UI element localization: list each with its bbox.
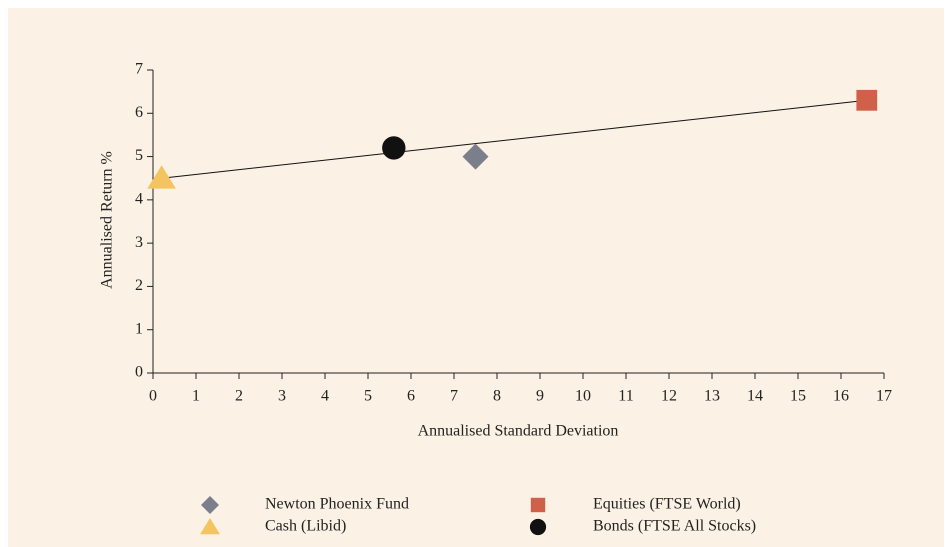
x-tick-label: 1 (192, 388, 200, 405)
x-tick-label: 17 (876, 388, 892, 405)
chart-background (8, 8, 944, 547)
y-tick-label: 3 (135, 234, 143, 251)
x-tick-label: 5 (364, 388, 372, 405)
x-tick-label: 10 (575, 388, 591, 405)
x-axis-title: Annualised Standard Deviation (418, 423, 619, 440)
legend-label: Newton Phoenix Fund (265, 496, 409, 513)
circle-marker (529, 518, 547, 536)
diamond-marker (462, 143, 489, 170)
x-tick-label: 12 (661, 388, 677, 405)
triangle-marker (200, 518, 220, 535)
y-tick-label: 1 (135, 320, 143, 337)
y-tick-label: 5 (135, 147, 143, 164)
x-tick-label: 6 (407, 388, 415, 405)
x-tick-label: 15 (790, 388, 806, 405)
square-marker (856, 89, 878, 111)
x-tick-label: 16 (833, 388, 849, 405)
x-tick-label: 13 (704, 388, 720, 405)
x-tick-label: 11 (618, 388, 633, 405)
x-tick-label: 2 (235, 388, 243, 405)
y-axis-title: Annualised Return % (99, 151, 116, 289)
y-tick-label: 6 (135, 104, 143, 121)
y-tick-label: 2 (135, 277, 143, 294)
x-tick-label: 3 (278, 388, 286, 405)
x-tick-label: 7 (450, 388, 458, 405)
legend-label: Equities (FTSE World) (593, 496, 741, 513)
y-tick-label: 0 (135, 364, 143, 381)
diamond-marker (201, 496, 219, 514)
x-tick-label: 9 (536, 388, 544, 405)
trend-line (161, 99, 867, 179)
y-tick-label: 7 (135, 61, 143, 78)
circle-marker (382, 136, 406, 160)
x-tick-label: 8 (493, 388, 501, 405)
legend-label: Cash (Libid) (265, 518, 346, 535)
x-tick-label: 4 (321, 388, 329, 405)
y-tick-label: 4 (135, 191, 143, 208)
triangle-marker (147, 165, 176, 189)
square-marker (530, 497, 546, 513)
x-tick-label: 0 (149, 388, 157, 405)
x-tick-label: 14 (747, 388, 763, 405)
legend-label: Bonds (FTSE All Stocks) (593, 518, 756, 535)
